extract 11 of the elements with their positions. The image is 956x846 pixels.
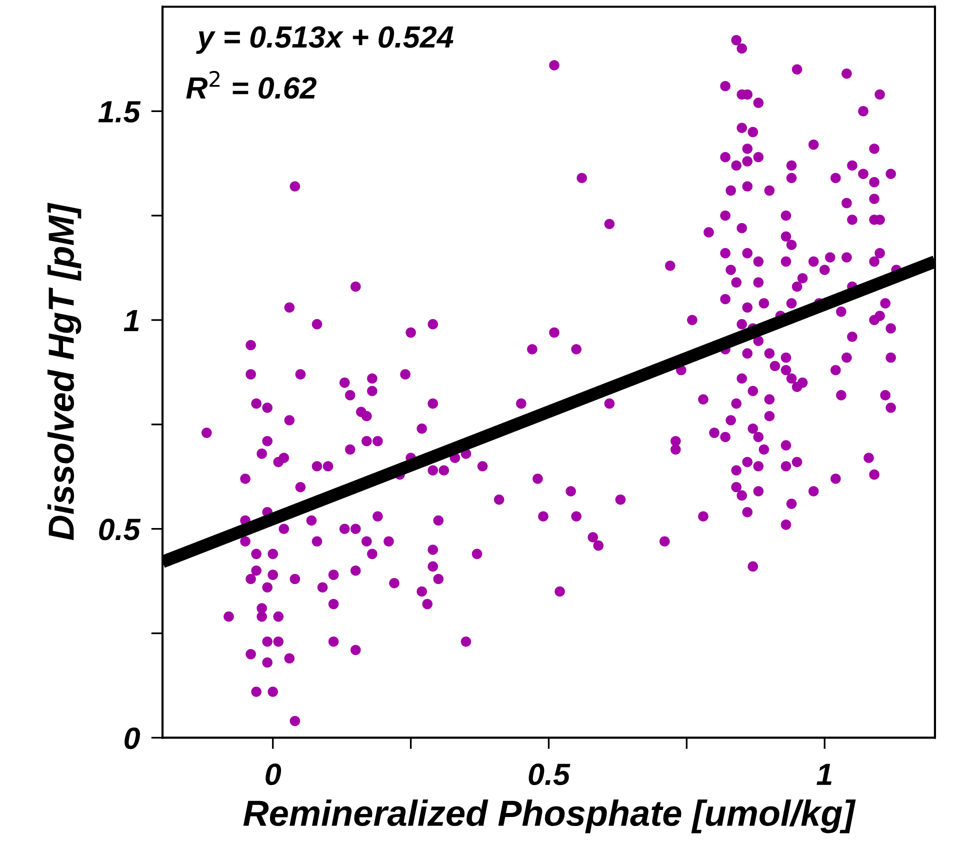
x-tick-label: 0.5 xyxy=(528,764,570,786)
y-axis-title: Dissolved HgT [pM] xyxy=(47,202,82,540)
annotation: y = 0.513x + 0.524 xyxy=(196,26,454,54)
y-tick-label: 0 xyxy=(124,727,140,750)
y-tick-label: 1.5 xyxy=(98,101,141,123)
y-tick-label: 1 xyxy=(124,310,139,332)
annotation: R$^{2}$ = 0.62 xyxy=(186,70,316,99)
y-tick-label: 0.5 xyxy=(99,518,141,540)
x-axis-title: Remineralized Phosphate [umol/kg] xyxy=(243,800,856,834)
x-tick-label: 1 xyxy=(816,764,832,785)
x-tick-label: 0 xyxy=(266,764,282,786)
